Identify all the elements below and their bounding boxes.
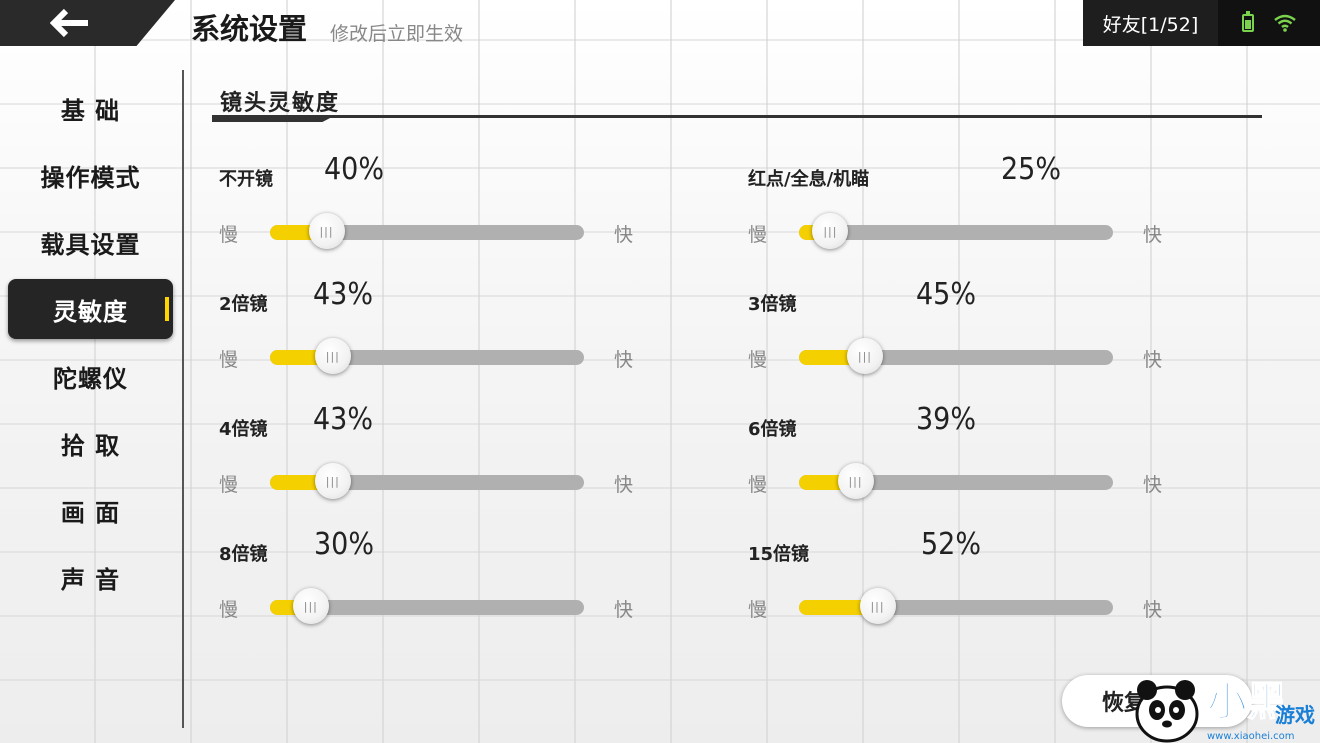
svg-text:小黑: 小黑 (1207, 679, 1287, 725)
slider-value: 43% (313, 277, 373, 312)
page-subtitle: 修改后立即生效 (330, 23, 464, 45)
section-title: 镜头灵敏度 (220, 91, 341, 116)
slow-label: 慢 (748, 474, 768, 496)
fast-label: 快 (614, 349, 634, 371)
grip-icon: ||| (857, 349, 872, 363)
fast-label: 快 (614, 474, 634, 496)
svg-text:www.xiaohei.com: www.xiaohei.com (1207, 731, 1295, 742)
slow-label: 慢 (748, 349, 768, 371)
slider-label: 4倍镜 (219, 419, 268, 440)
grip-icon: ||| (325, 474, 340, 488)
status-area (1218, 0, 1320, 46)
slider-value: 25% (1001, 152, 1061, 187)
slider-track[interactable]: ||| (799, 463, 1113, 499)
sensitivity-slider-group: 3倍镜 45% 慢 ||| 快 (741, 270, 1201, 380)
sidebar-item-label: 陀螺仪 (53, 364, 128, 393)
slow-label: 慢 (748, 224, 768, 246)
sidebar-item-label: 声 音 (60, 565, 121, 594)
fast-label: 快 (1143, 224, 1163, 246)
sidebar-item-2[interactable]: 载具设置 (8, 212, 173, 272)
slider-track[interactable]: ||| (799, 338, 1113, 374)
grip-icon: ||| (848, 474, 863, 488)
slider-track[interactable]: ||| (799, 213, 1113, 249)
slider-handle[interactable]: ||| (812, 213, 849, 249)
sidebar-item-label: 操作模式 (40, 163, 141, 192)
slider-fill (799, 600, 878, 615)
slider-handle[interactable]: ||| (292, 588, 329, 624)
slider-value: 39% (916, 402, 976, 437)
slider-label: 红点/全息/机瞄 (748, 169, 870, 190)
top-bar: 系统设置 修改后立即生效 好友[1/52] (0, 0, 1320, 46)
slider-handle[interactable]: ||| (308, 213, 345, 249)
grip-icon: ||| (325, 349, 340, 363)
sidebar-item-label: 拾 取 (60, 431, 121, 460)
sidebar-item-label: 画 面 (60, 498, 121, 527)
sensitivity-slider-group: 4倍镜 43% 慢 ||| 快 (212, 395, 672, 505)
sensitivity-slider-group: 15倍镜 52% 慢 ||| 快 (741, 520, 1201, 630)
slider-handle[interactable]: ||| (846, 338, 883, 374)
fast-label: 快 (1143, 599, 1163, 621)
fast-label: 快 (1143, 349, 1163, 371)
sidebar-item-label: 基 础 (60, 96, 121, 125)
fast-label: 快 (1143, 474, 1163, 496)
sidebar-item-6[interactable]: 画 面 (8, 480, 173, 540)
slow-label: 慢 (748, 599, 768, 621)
slider-value: 45% (916, 277, 976, 312)
sidebar-item-label: 载具设置 (40, 230, 141, 259)
slow-label: 慢 (219, 224, 239, 246)
slider-value: 43% (313, 402, 373, 437)
slow-label: 慢 (219, 599, 239, 621)
friends-button[interactable]: 好友[1/52] (1083, 0, 1218, 46)
active-marker (165, 297, 169, 321)
sensitivity-slider-group: 2倍镜 43% 慢 ||| 快 (212, 270, 672, 380)
slider-label: 不开镜 (219, 169, 273, 190)
slow-label: 慢 (219, 474, 239, 496)
slider-handle[interactable]: ||| (837, 463, 874, 499)
back-arrow-icon (50, 8, 88, 38)
grip-icon: ||| (319, 224, 334, 238)
slider-label: 6倍镜 (748, 419, 797, 440)
grip-icon: ||| (870, 599, 885, 613)
slider-track[interactable]: ||| (799, 588, 1113, 624)
slider-label: 8倍镜 (219, 544, 268, 565)
sidebar-item-7[interactable]: 声 音 (8, 547, 173, 607)
slider-value: 30% (314, 527, 374, 562)
slider-value: 52% (921, 527, 981, 562)
grip-icon: ||| (823, 224, 838, 238)
sidebar-item-1[interactable]: 操作模式 (8, 145, 173, 205)
xiaohei-watermark-logo: 小黑 游戏 www.xiaohei.com (1135, 678, 1315, 743)
section-underline (212, 115, 1262, 118)
slider-label: 3倍镜 (748, 294, 797, 315)
fast-label: 快 (614, 224, 634, 246)
slider-value: 40% (324, 152, 384, 187)
battery-icon (1242, 11, 1254, 32)
grip-icon: ||| (303, 599, 318, 613)
slider-track[interactable]: ||| (270, 588, 584, 624)
slider-handle[interactable]: ||| (314, 463, 351, 499)
sidebar-item-3[interactable]: 灵敏度 (8, 279, 173, 339)
sidebar-item-4[interactable]: 陀螺仪 (8, 346, 173, 406)
sensitivity-slider-group: 红点/全息/机瞄 25% 慢 ||| 快 (741, 145, 1201, 255)
wifi-icon (1274, 14, 1296, 32)
sensitivity-slider-group: 6倍镜 39% 慢 ||| 快 (741, 395, 1201, 505)
sidebar-item-label: 灵敏度 (53, 297, 128, 326)
section-underline-accent (212, 117, 332, 122)
slider-track[interactable]: ||| (270, 213, 584, 249)
back-button[interactable] (0, 0, 175, 46)
sidebar-divider (182, 70, 184, 728)
sensitivity-slider-group: 8倍镜 30% 慢 ||| 快 (212, 520, 672, 630)
page-title: 系统设置 (191, 12, 308, 46)
fast-label: 快 (614, 599, 634, 621)
svg-text:游戏: 游戏 (1275, 703, 1315, 727)
sensitivity-slider-group: 不开镜 40% 慢 ||| 快 (212, 145, 672, 255)
slider-label: 15倍镜 (748, 544, 810, 565)
slow-label: 慢 (219, 349, 239, 371)
sidebar-item-5[interactable]: 拾 取 (8, 413, 173, 473)
slider-handle[interactable]: ||| (859, 588, 896, 624)
slider-track[interactable]: ||| (270, 463, 584, 499)
slider-track[interactable]: ||| (270, 338, 584, 374)
sidebar-item-0[interactable]: 基 础 (8, 78, 173, 138)
slider-handle[interactable]: ||| (314, 338, 351, 374)
slider-label: 2倍镜 (219, 294, 268, 315)
